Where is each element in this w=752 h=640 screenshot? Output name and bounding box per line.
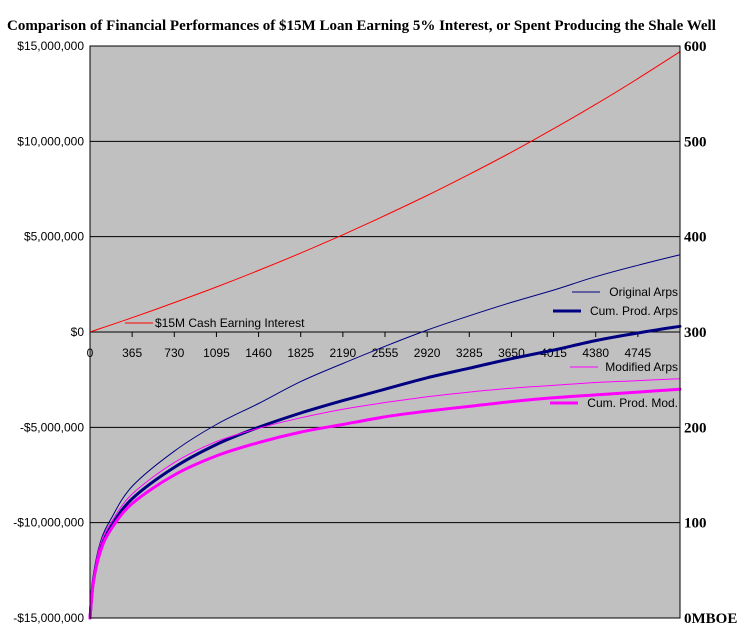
x-tick-label: 1825 [287, 346, 314, 360]
x-tick-label: 2190 [330, 346, 357, 360]
series-line-3 [89, 378, 681, 619]
x-tick-label: 4380 [582, 346, 609, 360]
x-tick-label: 365 [122, 346, 142, 360]
series-line-4 [88, 387, 682, 620]
y-left-tick-label: $10,000,000 [17, 134, 84, 148]
y-right-tick-label: 300 [684, 325, 707, 341]
legend-label-0: $15M Cash Earning Interest [155, 316, 305, 330]
legend-label-4: Cum. Prod. Mod. [587, 396, 678, 410]
y-left-tick-label: $0 [71, 325, 85, 339]
series-line-0 [89, 51, 681, 333]
y-left-tick-label: -$10,000,000 [13, 516, 84, 530]
legend-label-1: Original Arps [609, 285, 678, 299]
x-tick-label: 2920 [414, 346, 441, 360]
plot-border [89, 45, 681, 619]
x-tick-label: 4745 [625, 346, 652, 360]
y-right-tick-label: 400 [684, 230, 707, 246]
legend-label-3: Modified Arps [605, 360, 678, 374]
axes: $15,000,000 $10,000,000 $5,000,000 $0 -$5,00… [13, 39, 737, 627]
x-tick-label: 2555 [372, 346, 399, 360]
y-right-tick-label: 600 [684, 39, 707, 55]
y-left-tick-label: $15,000,000 [17, 39, 84, 53]
y-right-tick-label: 0MBOE [684, 611, 737, 627]
legend: $15M Cash Earning Interest Original Arps C… [89, 45, 681, 619]
series-lines [88, 51, 682, 620]
x-tick-label: 730 [164, 346, 184, 360]
y-right-tick-label: 200 [684, 420, 707, 436]
chart-title: Comparison of Financial Performances of … [7, 18, 716, 34]
y-left-tick-label: -$5,000,000 [20, 420, 84, 434]
y-left-tick-label: -$15,000,000 [13, 611, 84, 625]
series-line-1 [89, 254, 681, 619]
y-left-tick-label: $5,000,000 [24, 230, 84, 244]
x-tick-label: 3285 [456, 346, 483, 360]
y-right-tick-label: 100 [684, 516, 707, 532]
x-tick-label: 1460 [245, 346, 272, 360]
legend-label-2: Cum. Prod. Arps [590, 304, 678, 318]
y-right-tick-label: 500 [684, 134, 707, 150]
x-tick-label: 1095 [203, 346, 230, 360]
